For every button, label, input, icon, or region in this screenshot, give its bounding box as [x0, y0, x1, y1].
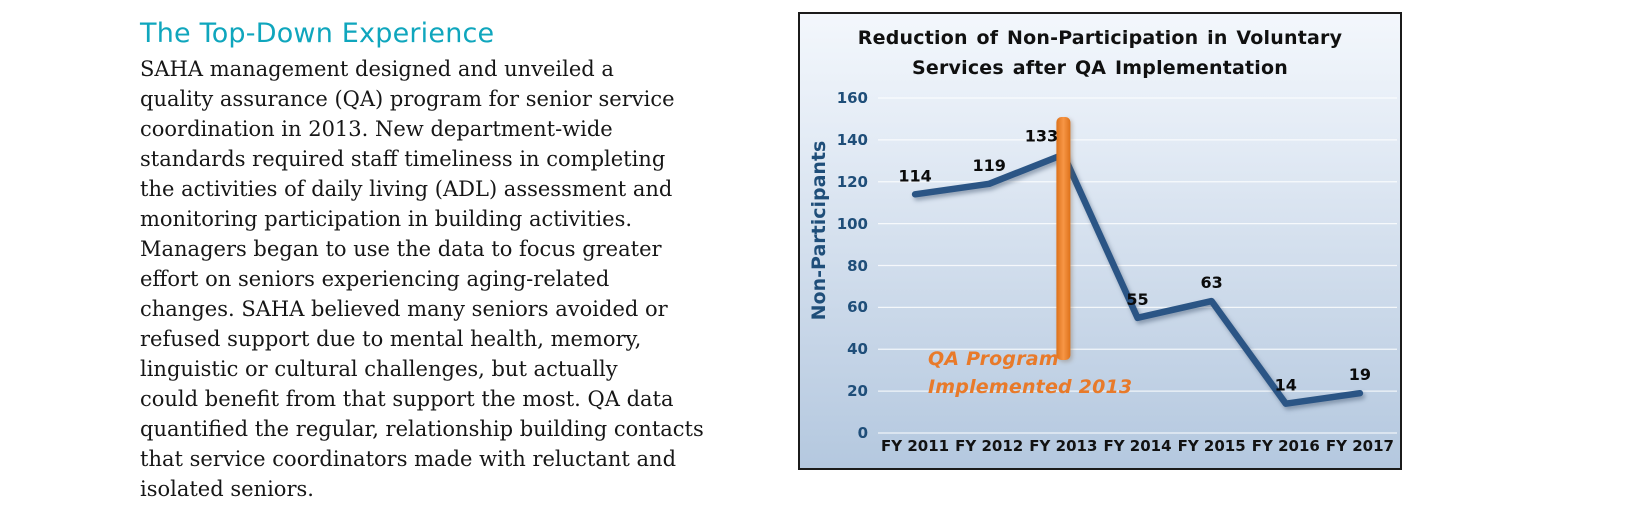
x-category-label: FY 2014: [1103, 437, 1172, 455]
data-point-label: 114: [898, 166, 931, 185]
y-tick-label: 140: [836, 130, 868, 149]
article-heading: The Top-Down Experience: [140, 18, 495, 49]
chart-plot-area: 114 119 133 55 63 14 19: [878, 97, 1397, 434]
x-category-label: FY 2016: [1251, 437, 1320, 455]
article: The Top-Down Experience SAHA management …: [140, 18, 812, 504]
data-point-label: 55: [1126, 290, 1148, 309]
x-category-label: FY 2017: [1325, 437, 1394, 455]
y-tick-label: 20: [847, 382, 868, 401]
chart-title: Reduction of Non-Participation in Volunt…: [857, 27, 1343, 79]
data-point-label: 19: [1349, 365, 1371, 384]
x-category-label: FY 2015: [1177, 437, 1246, 455]
y-tick-label: 60: [847, 298, 868, 317]
y-tick-label: 40: [847, 340, 868, 359]
data-point-label: 119: [972, 156, 1005, 175]
y-tick-label: 100: [836, 214, 868, 233]
x-axis-category-labels: FY 2011 FY 2012 FY 2013 FY 2014 FY 2015 FY 20…: [878, 437, 1397, 457]
qa-implementation-bar-marker: [1056, 117, 1071, 360]
article-paragraph: SAHA management designed and unveiled a …: [140, 57, 704, 501]
y-tick-label: 120: [836, 172, 868, 191]
data-point-label: 14: [1275, 376, 1297, 395]
y-tick-label: 160: [836, 89, 868, 107]
y-tick-label: 0: [857, 424, 868, 442]
qa-program-annotation: QA Program Implemented 2013: [928, 348, 1133, 398]
data-point-label: 63: [1200, 273, 1222, 292]
y-tick-label: 80: [847, 256, 868, 275]
data-point-label: 133: [1025, 127, 1058, 146]
trend-line: [911, 151, 1364, 407]
x-category-label: FY 2011: [881, 437, 950, 455]
x-category-label: FY 2013: [1029, 437, 1098, 455]
line-chart: Reduction of Non-Participation in Volunt…: [798, 12, 1402, 470]
x-category-label: FY 2012: [955, 437, 1024, 455]
y-axis-tick-labels: 0 20 40 60 80 100 120 140 160: [806, 89, 868, 442]
